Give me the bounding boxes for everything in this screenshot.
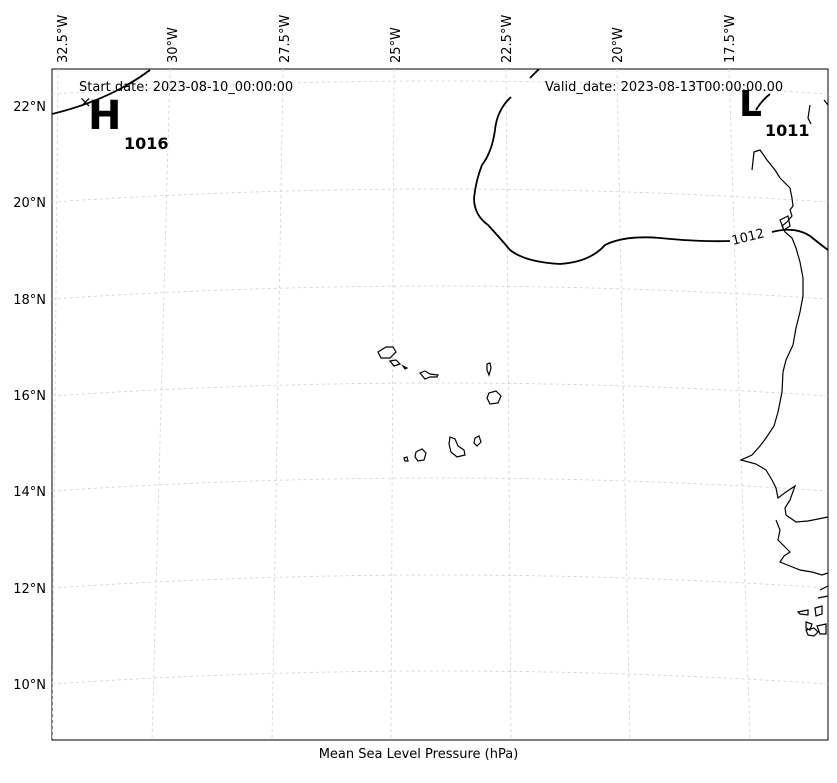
low-pressure-letter: L [739, 84, 762, 125]
island-boa-vista [486, 390, 502, 405]
high-pressure-value: 1016 [124, 134, 169, 153]
african-coastline [739, 99, 828, 637]
lat-label-12n: 12°N [13, 582, 46, 597]
valid-date-label: Valid_date: 2023-08-13T00:00:00.00 [545, 80, 783, 95]
latitude-labels: 22°N 20°N 18°N 16°N 14°N 12°N 10°N [13, 100, 46, 693]
lon-label-30w: 30°W [166, 27, 181, 63]
lon-label-25w: 25°W [389, 27, 404, 63]
lon-label-22-5w: 22.5°W [500, 15, 515, 63]
map-caption: Mean Sea Level Pressure (hPa) [318, 747, 519, 762]
map-frame [51, 68, 829, 741]
isobar-low-arc [755, 93, 771, 111]
island-sao-nicolau [419, 370, 439, 380]
island-santiago [448, 436, 466, 458]
lat-label-20n: 20°N [13, 196, 46, 211]
island-fogo [414, 448, 427, 462]
longitude-labels: 32.5°W 30°W 27.5°W 25°W 22.5°W 20°W 17.5… [56, 15, 738, 63]
isobar-north-arc [529, 69, 541, 79]
island-sal [486, 362, 492, 377]
lat-label-22n: 22°N [13, 100, 46, 115]
isobar-1012 [473, 96, 731, 265]
island-santo-antao [377, 346, 397, 359]
lat-label-14n: 14°N [13, 485, 46, 500]
meridian-gridlines [52, 69, 751, 740]
lat-label-10n: 10°N [13, 678, 46, 693]
start-date-label: Start date: 2023-08-10_00:00:00 [79, 80, 293, 95]
high-center-marker: × [79, 93, 92, 111]
island-sao-vicente [388, 359, 402, 367]
low-pressure-value: 1011 [765, 121, 810, 140]
lat-label-18n: 18°N [13, 293, 46, 308]
lon-label-17-5w: 17.5°W [723, 15, 738, 63]
lon-label-27-5w: 27.5°W [278, 15, 293, 63]
cape-verde-islands [377, 346, 502, 462]
lat-label-16n: 16°N [13, 389, 46, 404]
isobar-high-arc [52, 69, 151, 115]
lon-label-20w: 20°W [611, 27, 626, 63]
island-santa-luzia [401, 364, 409, 370]
high-pressure-letter: H [88, 93, 121, 139]
island-brava [403, 456, 409, 462]
lon-label-32-5w: 32.5°W [56, 15, 71, 63]
island-maio [473, 435, 482, 447]
